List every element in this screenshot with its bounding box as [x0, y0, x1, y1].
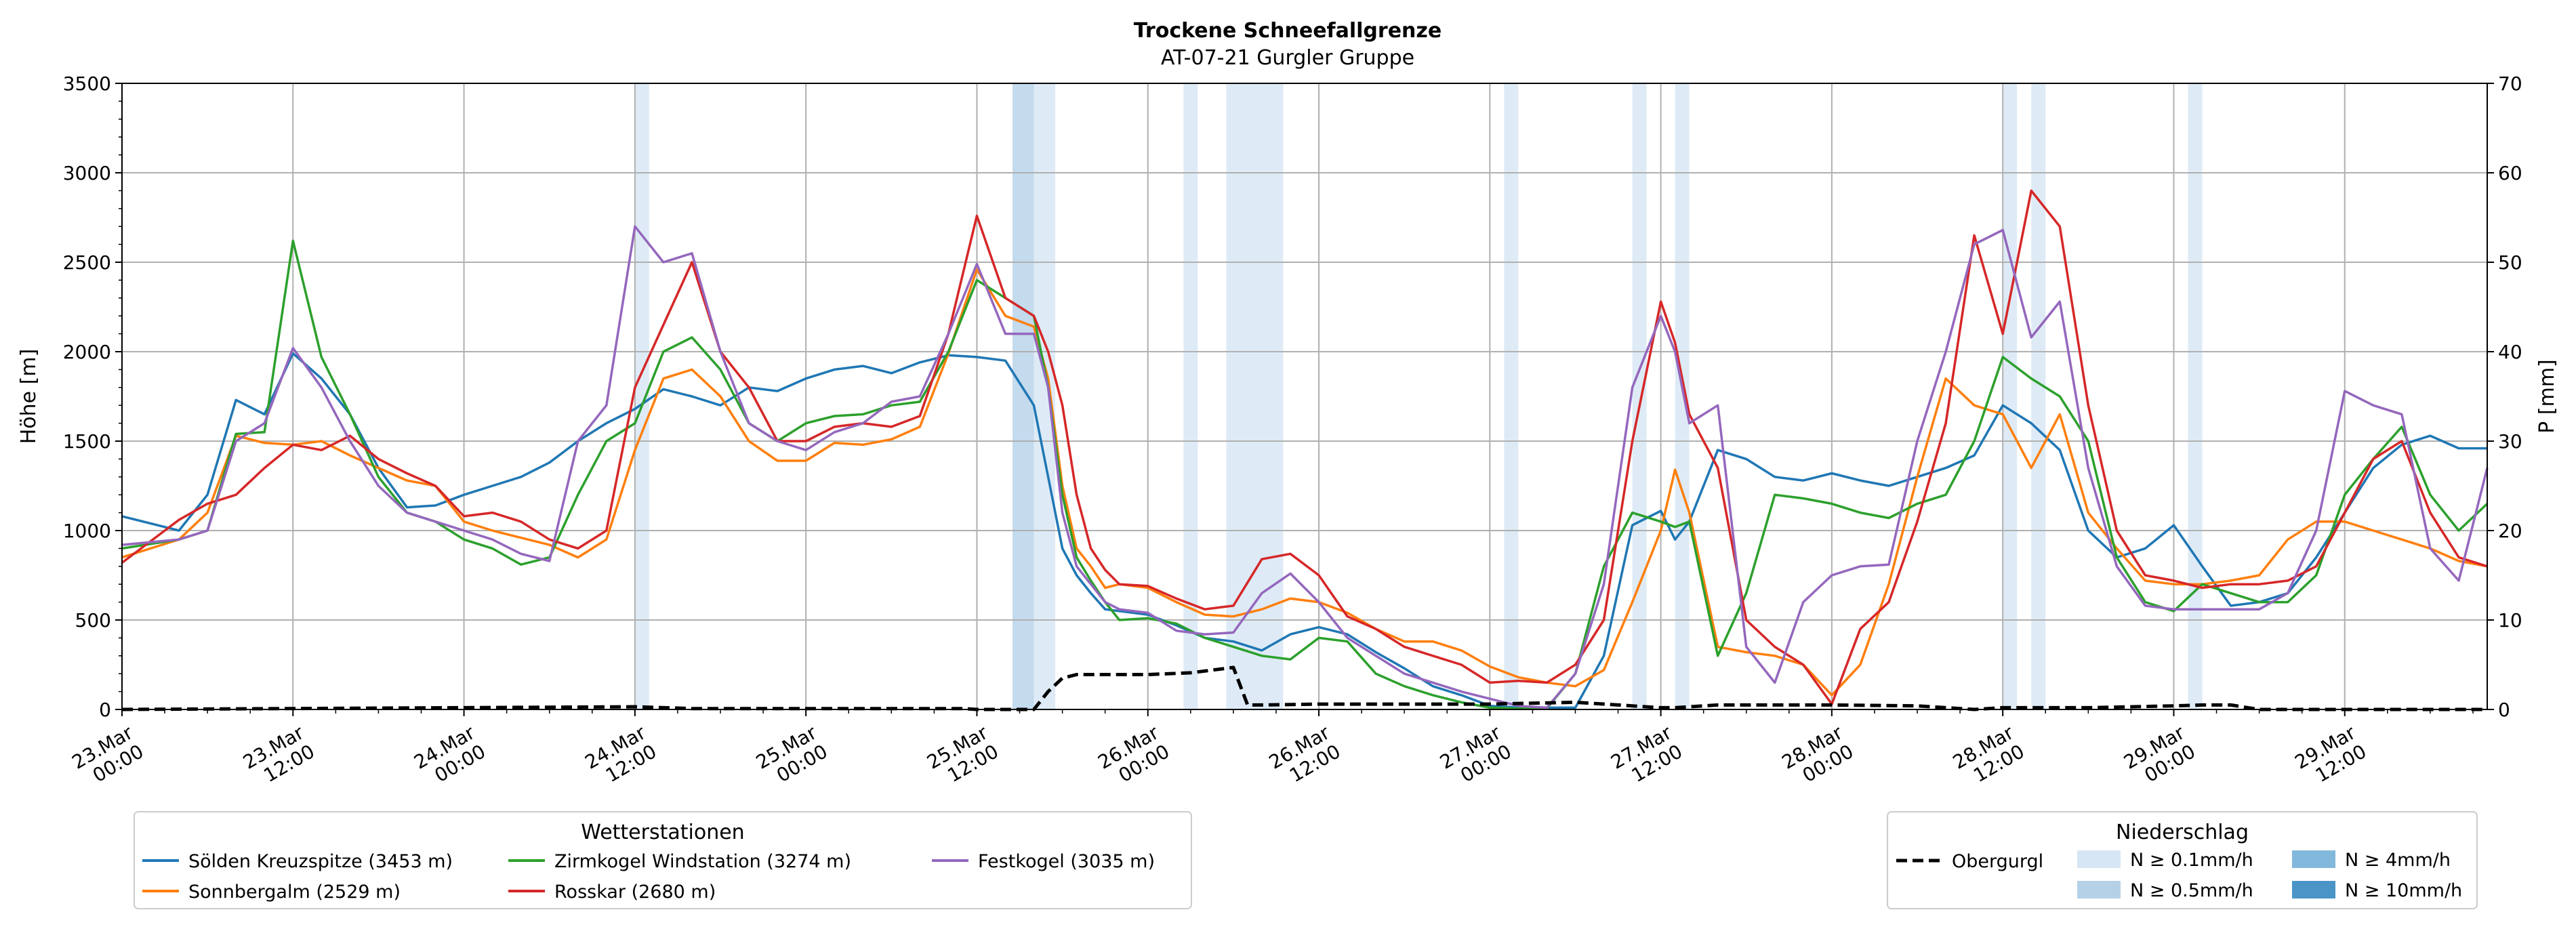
legend-stations-frame	[134, 811, 1192, 909]
precip-band-2	[1034, 83, 1056, 709]
y2tick-label-10: 10	[2498, 609, 2522, 632]
ytick-label-3500: 3500	[63, 73, 111, 95]
series-line-zirmkogel-windstation-3274-m	[121, 239, 2489, 710]
precip-band-8	[2003, 83, 2018, 709]
y2tick-label-0: 0	[2498, 699, 2510, 721]
plot-frame	[121, 83, 2488, 710]
y-axis-label: Höhe [m]	[17, 349, 41, 445]
precip-band-7	[1675, 83, 1690, 709]
precip-label-0: N ≥ 0.1mm/h	[2130, 850, 2253, 871]
y-axis-right: 0 10 20 30 40 50 60 70	[2487, 73, 2522, 721]
legend-precip: Niederschlag Obergurgl N ≥ 0.1mm/hN ≥ 0.…	[1887, 811, 2478, 909]
precip-band-6	[1632, 83, 1647, 709]
legend-stations-items: Sölden Kreuzspitze (3453 m) Sonnbergalm (…	[142, 851, 1155, 903]
precip-swatch-3	[2292, 881, 2335, 899]
legend-stations-title: Wetterstationen	[581, 821, 744, 844]
precip-band-10	[2188, 83, 2203, 709]
precip-label-1: N ≥ 0.5mm/h	[2130, 880, 2253, 901]
series-line-rosskar-2680-m	[121, 189, 2488, 705]
series-line-s-lden-kreuzspitze-3453-m	[121, 352, 2487, 709]
precipitation-bands	[634, 83, 2203, 709]
precip-label-2: N ≥ 4mm/h	[2345, 850, 2451, 871]
series-line-festkogel-3035-m	[121, 225, 2489, 709]
chart-subtitle: AT-07-21 Gurgler Gruppe	[1161, 46, 1414, 70]
precip-band-5	[1504, 83, 1519, 709]
legend-label-s-lden-kreuzspitze-3453-m: Sölden Kreuzspitze (3453 m)	[188, 851, 453, 872]
legend-label-sonnbergalm-2529-m: Sonnbergalm (2529 m)	[188, 882, 401, 903]
y2tick-label-60: 60	[2498, 162, 2522, 184]
ytick-label-1500: 1500	[63, 430, 111, 453]
ytick-label-3000: 3000	[63, 162, 111, 184]
legend-label-rosskar-2680-m: Rosskar (2680 m)	[554, 882, 716, 903]
legend-obergurgl-label: Obergurgl	[1952, 851, 2043, 872]
legend-precip-title: Niederschlag	[2116, 821, 2249, 844]
y2-axis-label: P [mm]	[2535, 359, 2559, 433]
y-axis-left: 0 500 1000 1500 2000 2500 3000 3500	[63, 73, 122, 721]
y2tick-label-30: 30	[2498, 430, 2522, 453]
ytick-label-0: 0	[99, 699, 111, 721]
precip-swatch-1	[2077, 881, 2121, 899]
y2tick-label-20: 20	[2498, 520, 2522, 542]
y2tick-label-40: 40	[2498, 341, 2522, 363]
series-line-sonnbergalm-2529-m	[121, 268, 2488, 697]
ytick-label-500: 500	[75, 609, 111, 632]
y2tick-label-70: 70	[2498, 73, 2522, 95]
ytick-label-2500: 2500	[63, 251, 111, 274]
legend-label-zirmkogel-windstation-3274-m: Zirmkogel Windstation (3274 m)	[554, 851, 851, 872]
precip-swatch-2	[2292, 850, 2335, 868]
precip-band-1	[1013, 83, 1034, 709]
ytick-label-1000: 1000	[63, 520, 111, 542]
legend-stations: Wetterstationen Sölden Kreuzspitze (3453…	[134, 811, 1192, 909]
ytick-label-2000: 2000	[63, 341, 111, 363]
precip-band-9	[2031, 83, 2046, 709]
precip-band-0	[634, 83, 649, 709]
legend-precip-items: N ≥ 0.1mm/h N ≥ 0.5mm/h N ≥ 4mm/h N ≥ 10mm/…	[2077, 850, 2462, 901]
legend-label-festkogel-3035-m: Festkogel (3035 m)	[978, 851, 1155, 872]
precip-swatch-0	[2077, 850, 2121, 868]
y2tick-label-50: 50	[2498, 251, 2522, 274]
precip-band-3	[1183, 83, 1198, 709]
precip-label-3: N ≥ 10mm/h	[2345, 880, 2462, 901]
chart-title: Trockene Schneefallgrenze	[1134, 19, 1442, 43]
